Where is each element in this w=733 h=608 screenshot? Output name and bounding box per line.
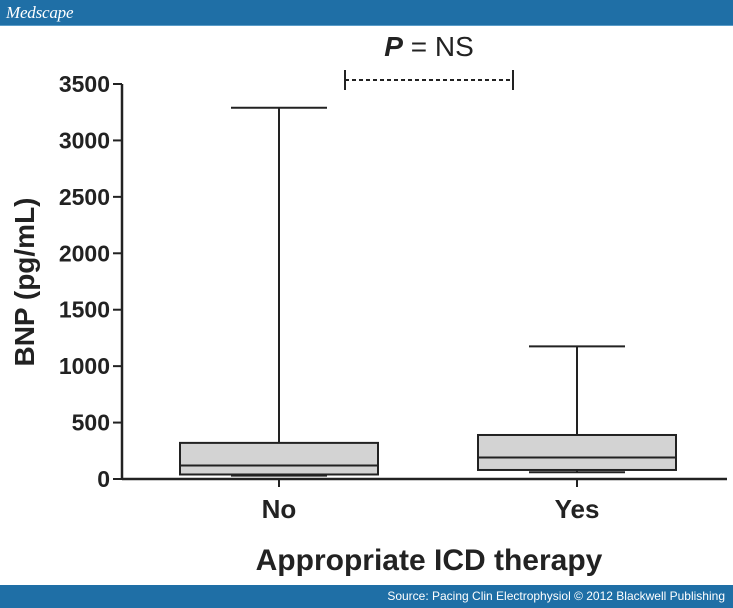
y-axis-title: BNP (pg/mL) [9,197,40,366]
source-credit: Source: Pacing Clin Electrophysiol © 201… [387,589,725,603]
header-bar: Medscape [0,0,733,26]
footer-bar: Source: Pacing Clin Electrophysiol © 201… [0,585,733,608]
p-symbol: P [384,31,403,62]
y-tick-label: 1500 [59,297,110,323]
box-no [179,106,379,477]
y-tick-label: 0 [97,466,110,492]
y-tick-label: 3500 [59,71,110,97]
y-tick-label: 1000 [59,353,110,379]
box-yes [477,345,677,474]
y-tick-label: 500 [72,410,110,436]
box-plot: 0 500 1000 1500 2000 2500 3000 3500 No Yes Appropr… [9,31,727,577]
x-tick-label: Yes [555,494,600,524]
iqr-box [477,433,677,471]
x-tick-label: No [262,494,297,524]
p-value-label: P = NS [384,31,474,62]
p-result: = NS [403,31,474,62]
y-tick-label: 2000 [59,240,110,266]
x-axis-title: Appropriate ICD therapy [256,544,603,577]
y-tick-label: 3000 [59,127,110,153]
axes: 0 500 1000 1500 2000 2500 3000 3500 No Yes Appropr… [9,71,727,577]
boxes [179,106,677,477]
iqr-box [179,441,379,476]
annotation: P = NS [344,31,514,90]
y-tick-label: 2500 [59,184,110,210]
brand-logo: Medscape [6,3,74,22]
